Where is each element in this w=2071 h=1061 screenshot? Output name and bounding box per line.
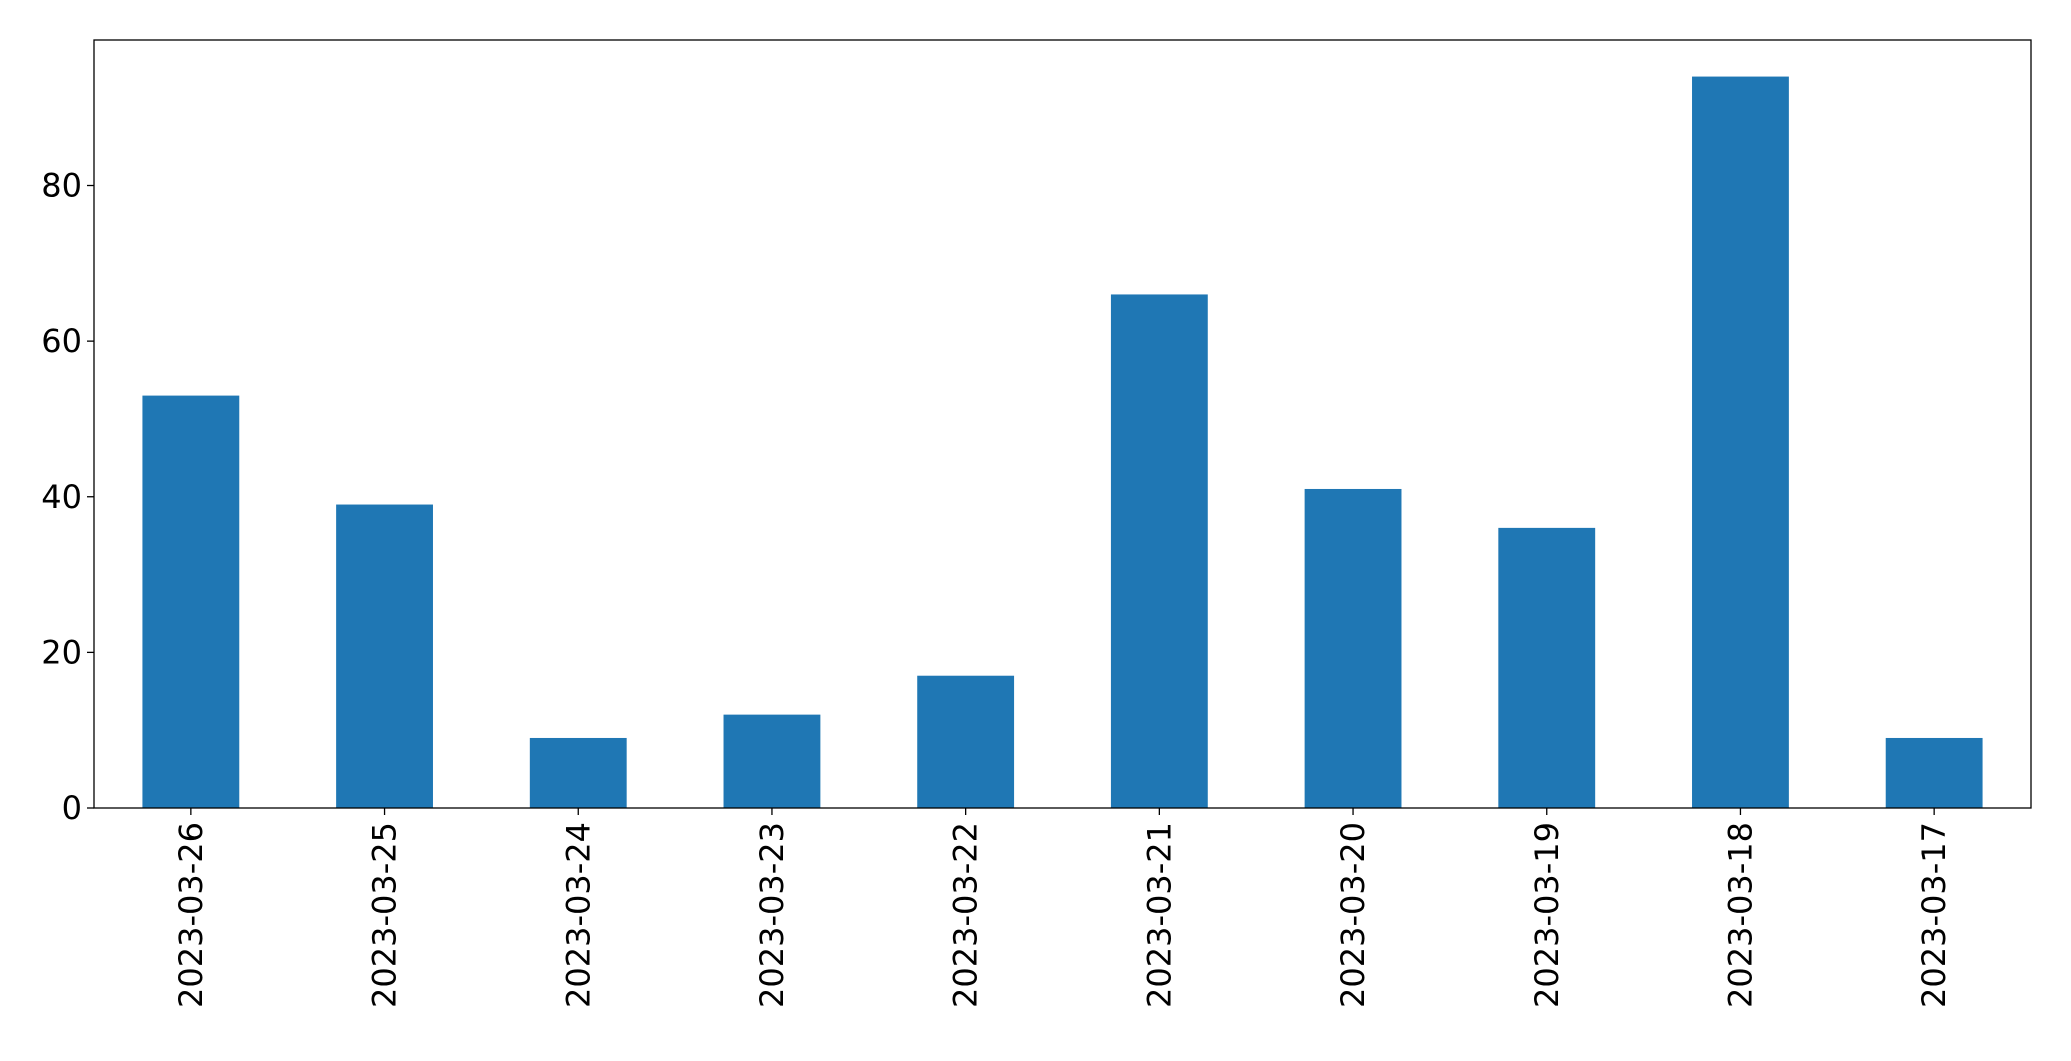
bar: [1692, 76, 1789, 809]
x-tick-label: 2023-03-20: [1334, 822, 1372, 1008]
x-tick-label: 2023-03-23: [753, 822, 791, 1008]
x-tick-label: 2023-03-17: [1915, 822, 1953, 1008]
x-tick-label: 2023-03-22: [947, 822, 985, 1008]
x-tick-label: 2023-03-25: [366, 822, 404, 1008]
plot-frame: [93, 39, 2032, 809]
y-tick-label: 0: [62, 789, 82, 827]
y-tick-label: 40: [41, 478, 82, 516]
bar: [1304, 488, 1402, 808]
bar: [142, 395, 240, 808]
x-tick-label: 2023-03-24: [559, 822, 597, 1008]
bar: [529, 737, 627, 808]
bar: [917, 675, 1015, 808]
x-tick-label: 2023-03-26: [172, 822, 210, 1008]
bar: [1110, 294, 1208, 809]
x-tick-label: 2023-03-18: [1721, 822, 1759, 1008]
y-tick-label: 20: [41, 633, 82, 671]
bar: [723, 714, 821, 808]
y-tick-label: 60: [41, 322, 82, 360]
bar: [1885, 737, 1983, 808]
x-tick-label: 2023-03-21: [1140, 822, 1178, 1008]
bar: [336, 504, 433, 808]
bar: [1498, 527, 1596, 808]
x-tick-label: 2023-03-19: [1528, 822, 1566, 1008]
y-tick-label: 80: [41, 167, 82, 205]
